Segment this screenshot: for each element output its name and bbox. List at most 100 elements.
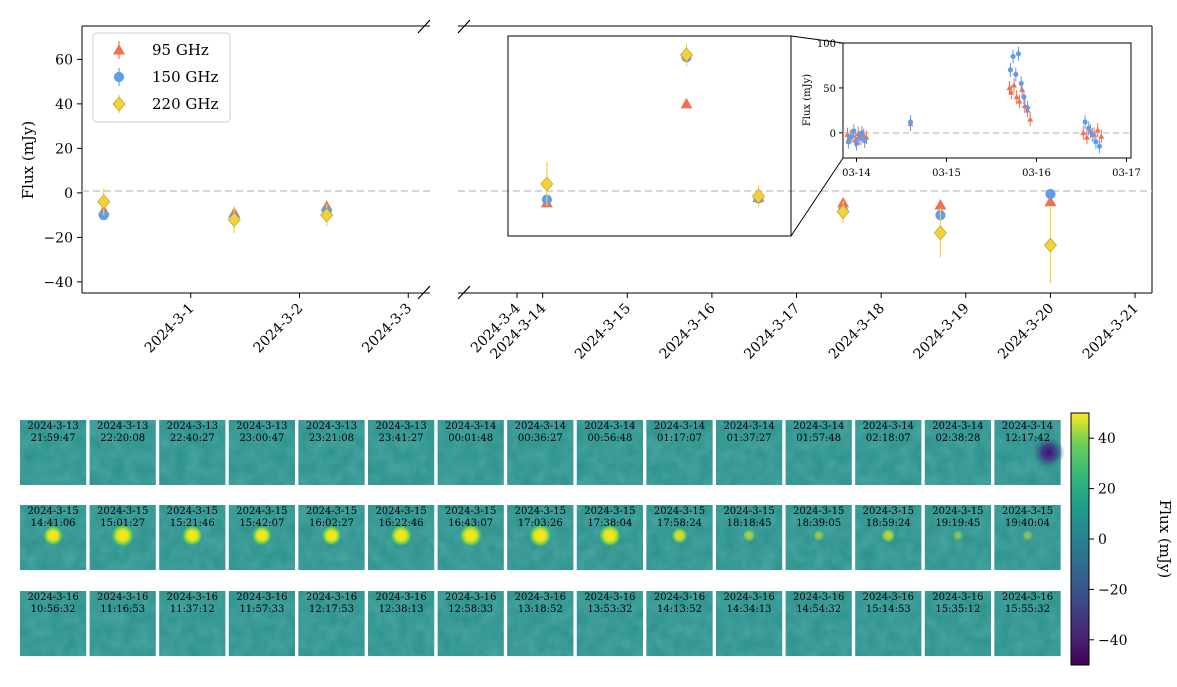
thumbnail-date: 2024-3-15 [375,506,426,517]
thumbnail-time: 16:22:46 [379,518,424,529]
source-blob [812,529,825,542]
thumbnail-date: 2024-3-16 [515,592,566,603]
inset-data-point [859,130,865,136]
data-point [751,188,765,204]
thumbnail-time: 15:01:27 [100,518,145,529]
thumbnail-date: 2024-3-16 [375,592,426,603]
thumbnail-date: 2024-3-14 [515,421,566,432]
colorbar-label: Flux (mJy) [1156,500,1174,579]
thumbnail-time: 17:58:24 [657,518,702,529]
thumbnail-noise [855,591,922,656]
inset-data-point [852,137,859,143]
thumbnail-noise [437,591,504,656]
thumbnail-time: 01:57:48 [796,433,841,444]
thumbnail-noise [20,591,87,656]
thumbnail-date: 2024-3-15 [27,506,78,517]
inset-data-point [1008,89,1015,95]
thumbnail-date: 2024-3-16 [27,592,78,603]
source-dip [1032,436,1065,469]
inset-data-point [1086,125,1092,131]
legend-marker [113,71,125,83]
thumbnail-time: 00:01:48 [448,433,493,444]
left-y-ticks: −40 −20 0 20 40 60 [43,52,82,291]
data-point [540,176,554,192]
inset-x-tick-label: 03-14 [842,168,871,179]
y-tick-label: −40 [43,275,73,291]
left-data-points [97,188,334,233]
thumbnail-time: 22:20:08 [100,433,145,444]
thumbnail-time: 18:39:05 [796,518,841,529]
thumbnail-date: 2024-3-16 [445,592,496,603]
thumbnail-noise [368,420,435,485]
data-point [320,207,334,223]
thumbnail-time: 14:13:52 [657,604,702,615]
thumbnail-date: 2024-3-14 [445,421,496,432]
thumbnail-date: 2024-3-15 [97,506,148,517]
thumbnail-time: 11:16:53 [100,604,145,615]
thumbnail-time: 19:19:45 [935,518,980,529]
thumbnail-noise [994,591,1061,656]
legend-label: 220 GHz [152,95,218,113]
thumbnail-date: 2024-3-16 [863,592,914,603]
inset-data-point [1093,139,1099,145]
colorbar: 40 20 0 −20 −40 Flux (mJy) [1070,412,1174,666]
thumbnail-time: 15:55:32 [1005,604,1050,615]
thumbnail-time: 01:37:27 [727,433,772,444]
inset-y-tick-label: 100 [817,39,836,50]
thumbnail-time: 14:41:06 [31,518,76,529]
data-point [934,199,947,210]
inset-y-ticks: 0 50 100 [817,39,843,140]
y-tick-label: 0 [64,186,73,202]
thumbnail-time: 15:42:07 [239,518,284,529]
thumbnail-time: 18:59:24 [866,518,911,529]
thumbnail-time: 10:56:32 [31,604,76,615]
zoom-connector-bottom [790,157,844,237]
thumbnail-noise [298,420,365,485]
source-blob [389,524,413,547]
thumbnail-grid: 2024-3-1321:59:472024-3-1322:20:082024-3… [20,420,1065,656]
legend-marker [112,96,126,112]
thumbnail-noise [507,420,574,485]
thumbnail-date: 2024-3-14 [1002,421,1053,432]
inset-data-point [855,130,862,136]
thumbnail-noise [437,420,504,485]
inset-data-point [1080,129,1087,136]
x-tick-label: 2024-3-1 [142,301,198,357]
thumbnail-date: 2024-3-16 [723,592,774,603]
thumbnail-noise [20,420,87,485]
thumbnail-noise [785,591,852,656]
thumbnail-time: 00:36:27 [518,433,563,444]
thumbnail-date: 2024-3-16 [932,592,983,603]
legend-label: 150 GHz [152,68,218,86]
data-point [1044,195,1057,207]
thumbnail-time: 12:17:42 [1005,433,1050,444]
inset-data-point [1010,53,1016,60]
thumbnail-noise [855,420,922,485]
thumbnail-date: 2024-3-16 [793,592,844,603]
x-tick-label: 2024-3-17 [741,301,803,363]
thumbnail-time: 16:43:07 [448,518,493,529]
thumbnail-date: 2024-3-13 [167,421,218,432]
legend-frame [92,32,231,123]
thumbnail-noise [576,591,643,656]
right-x-ticks: 2024-3-14 2024-3-15 2024-3-16 2024-3-17 2024… [487,293,1142,363]
thumbnail-date: 2024-3-16 [1002,592,1053,603]
thumbnail-date: 2024-3-15 [793,506,844,517]
right-data-points [540,43,1057,283]
data-point [97,194,111,210]
